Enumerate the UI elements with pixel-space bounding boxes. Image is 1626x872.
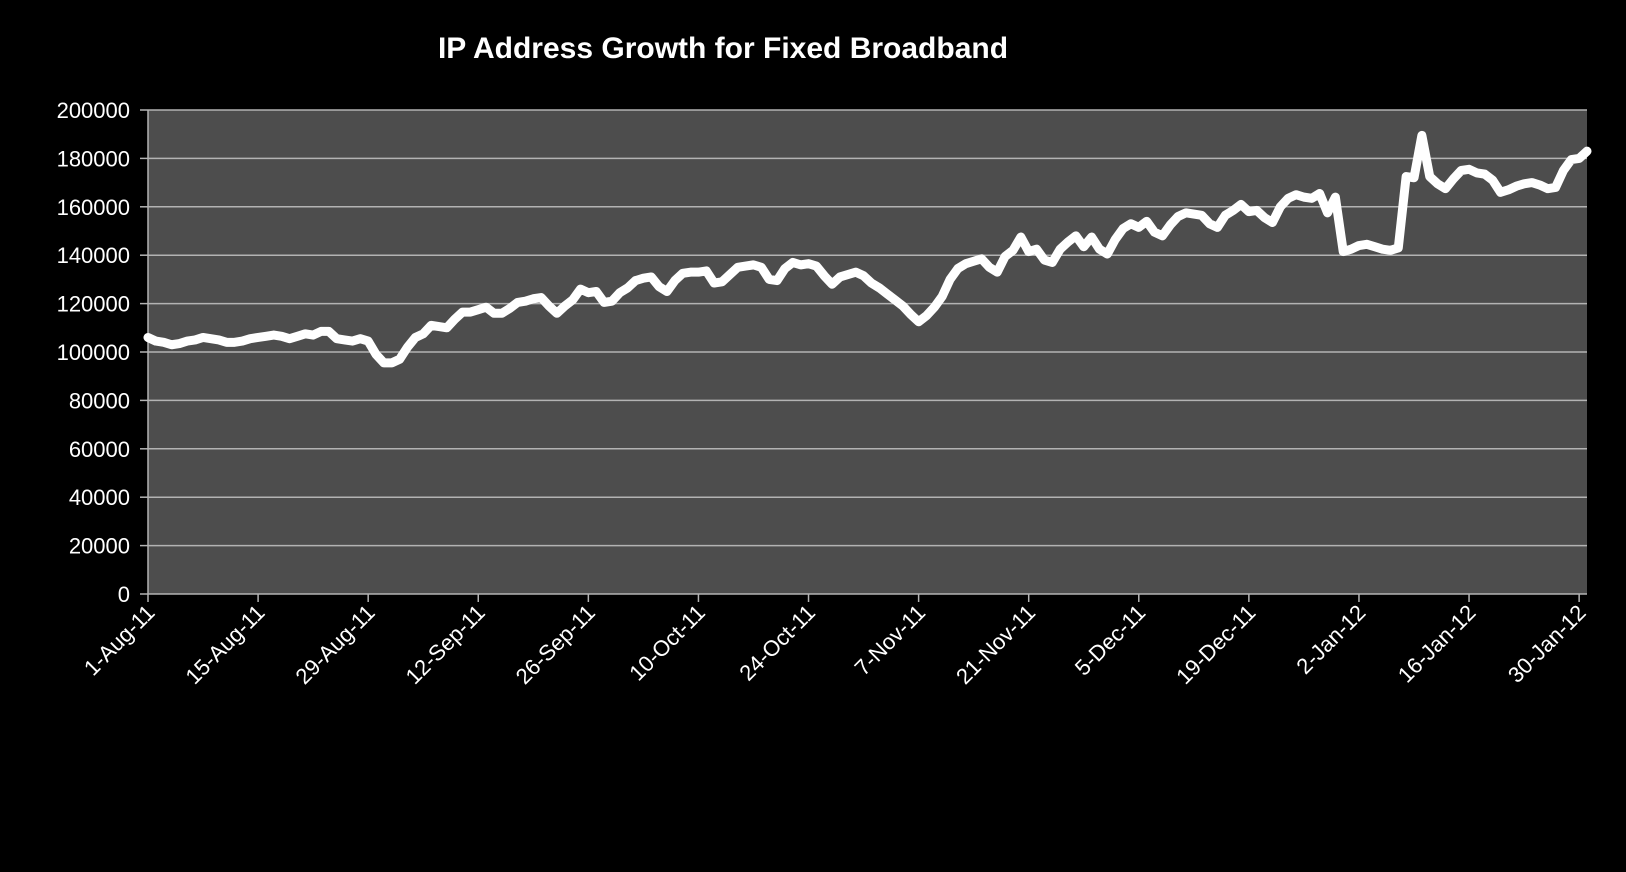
y-tick-label: 140000 — [57, 243, 130, 268]
y-tick-label: 180000 — [57, 146, 130, 171]
y-tick-label: 0 — [118, 582, 130, 607]
series-line — [143, 130, 1592, 368]
y-tick-label: 80000 — [69, 388, 130, 413]
y-tick-label: 200000 — [57, 98, 130, 123]
y-tick-label: 40000 — [69, 485, 130, 510]
y-tick-label: 60000 — [69, 437, 130, 462]
chart-title: IP Address Growth for Fixed Broadband — [438, 32, 1008, 65]
y-tick-label: 100000 — [57, 340, 130, 365]
y-tick-label: 160000 — [57, 195, 130, 220]
y-tick-label: 120000 — [57, 292, 130, 317]
y-tick-label: 20000 — [69, 534, 130, 559]
